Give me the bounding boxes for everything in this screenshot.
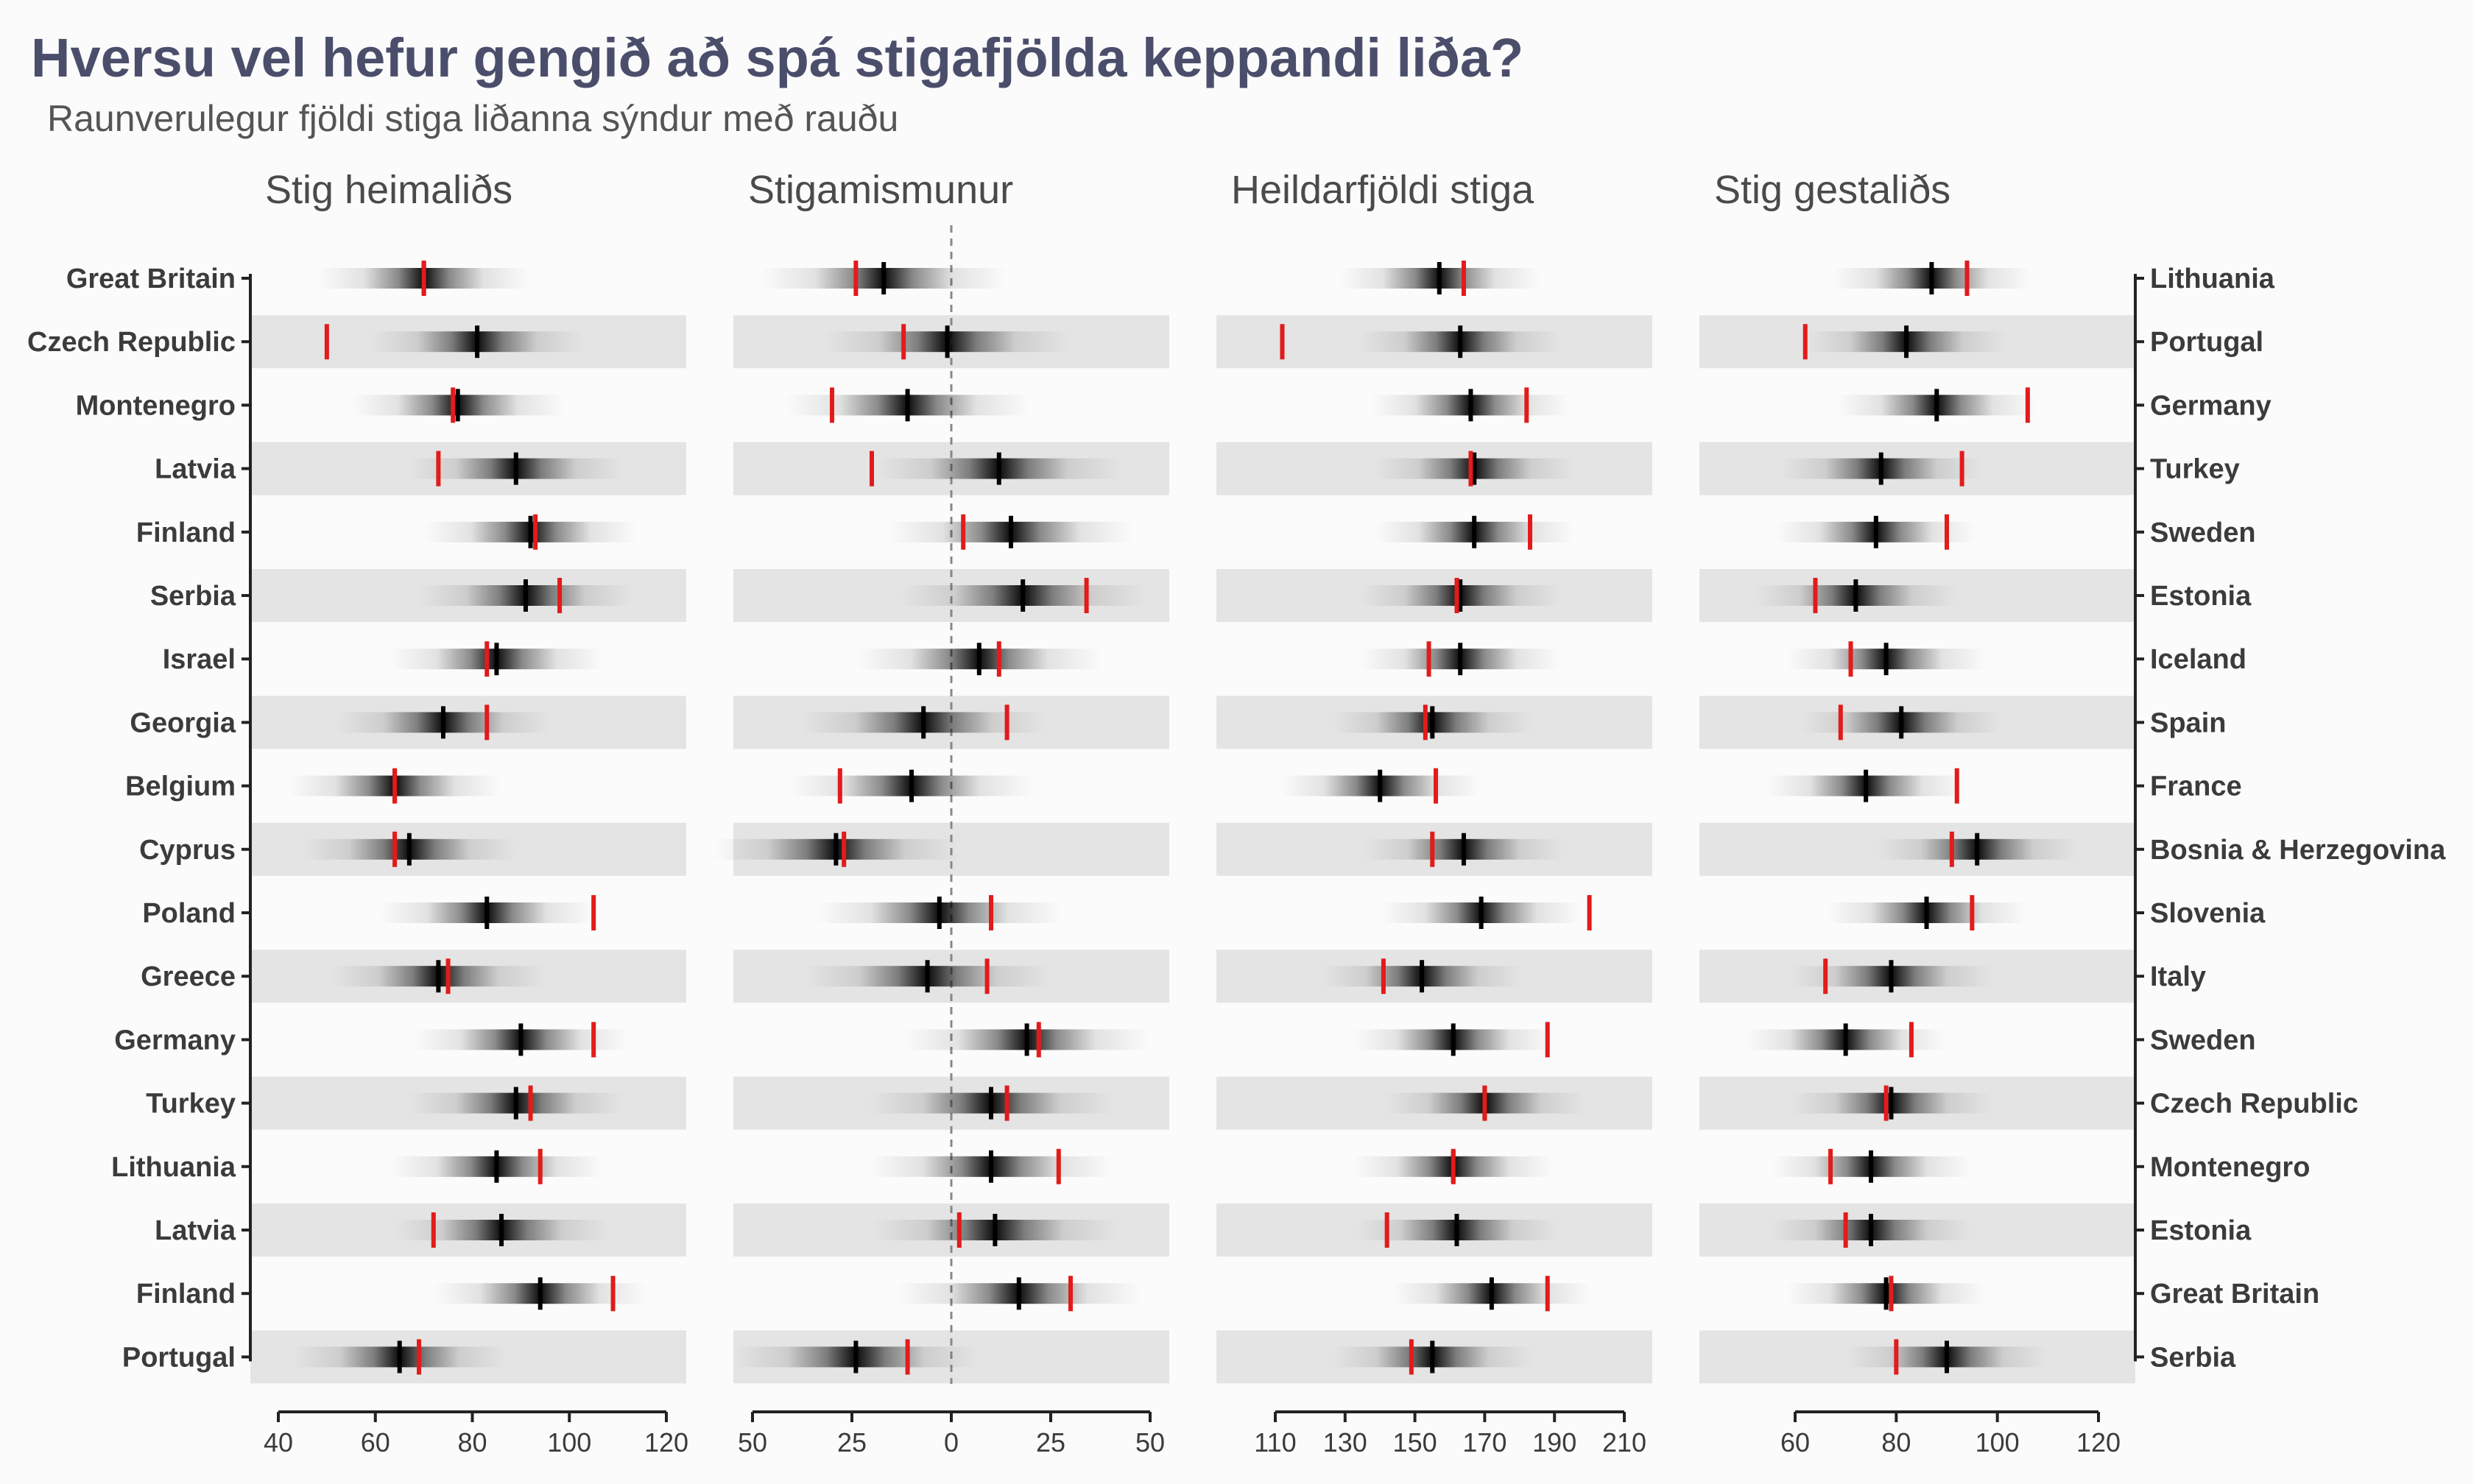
- away-team-label: Portugal: [2150, 327, 2263, 358]
- x-tick-label: 120: [2076, 1427, 2121, 1458]
- away-team-label: Serbia: [2150, 1342, 2236, 1373]
- home-team-label: Turkey: [146, 1089, 236, 1120]
- x-tick-label: 0: [944, 1427, 959, 1458]
- x-tick-label: 25: [837, 1427, 867, 1458]
- away-team-label: Lithuania: [2150, 264, 2275, 294]
- x-tick-label: 150: [1393, 1427, 1437, 1458]
- home-team-label: Poland: [142, 898, 236, 929]
- away-team-label: Iceland: [2150, 644, 2246, 675]
- home-team-label: Germany: [114, 1025, 236, 1056]
- home-team-label: Lithuania: [111, 1152, 236, 1183]
- away-team-label: Estonia: [2150, 1215, 2252, 1246]
- chart-subtitle: Raunverulegur fjöldi stiga liðanna sýndu…: [47, 98, 898, 139]
- x-tick-label: 120: [644, 1427, 688, 1458]
- home-team-label: Portugal: [122, 1342, 236, 1373]
- x-tick-label: 80: [457, 1427, 487, 1458]
- home-team-label: Belgium: [125, 771, 236, 802]
- x-tick-label: 60: [361, 1427, 390, 1458]
- home-team-label: Latvia: [155, 454, 236, 485]
- home-team-label: Cyprus: [139, 835, 236, 866]
- away-team-label: Italy: [2150, 961, 2206, 992]
- x-tick-label: 100: [547, 1427, 591, 1458]
- x-tick-label: 50: [1135, 1427, 1165, 1458]
- away-team-label: France: [2150, 771, 2242, 802]
- x-tick-label: 190: [1532, 1427, 1576, 1458]
- x-tick-label: 210: [1602, 1427, 1646, 1458]
- x-tick-label: 40: [264, 1427, 293, 1458]
- away-team-label: Turkey: [2150, 454, 2240, 485]
- away-team-label: Bosnia & Herzegovina: [2150, 835, 2446, 866]
- x-tick-label: 110: [1254, 1427, 1296, 1458]
- x-tick-label: 170: [1462, 1427, 1506, 1458]
- away-team-label: Sweden: [2150, 1025, 2256, 1056]
- away-team-label: Spain: [2150, 707, 2226, 738]
- panel-title: Stig heimaliðs: [265, 168, 512, 212]
- home-team-label: Latvia: [155, 1215, 236, 1246]
- away-team-label: Montenegro: [2150, 1152, 2310, 1183]
- x-tick-label: 100: [1976, 1427, 2020, 1458]
- panel-title: Heildarfjöldi stiga: [1231, 168, 1534, 212]
- x-tick-label: 80: [1881, 1427, 1911, 1458]
- home-team-label: Czech Republic: [27, 327, 236, 358]
- home-team-label: Greece: [141, 961, 236, 992]
- home-team-label: Georgia: [130, 707, 236, 738]
- x-tick-label: 130: [1323, 1427, 1367, 1458]
- home-team-label: Israel: [163, 644, 236, 675]
- panel-title: Stigamismunur: [748, 168, 1013, 212]
- away-team-label: Sweden: [2150, 517, 2256, 548]
- home-team-label: Serbia: [150, 581, 236, 612]
- plot-area: Great Britain Czech Republic Montenegro Lat…: [27, 168, 2446, 1458]
- away-team-label: Great Britain: [2150, 1279, 2319, 1310]
- chart-title: Hversu vel hefur gengið að spá stigafjöl…: [31, 27, 1523, 88]
- x-tick-label: 25: [1036, 1427, 1065, 1458]
- home-team-label: Finland: [136, 517, 236, 548]
- home-team-label: Great Britain: [66, 264, 236, 294]
- away-team-label: Estonia: [2150, 581, 2252, 612]
- home-team-label: Finland: [136, 1279, 236, 1310]
- x-tick-label: 60: [1780, 1427, 1810, 1458]
- home-team-label: Montenegro: [76, 390, 236, 421]
- away-team-label: Czech Republic: [2150, 1089, 2358, 1120]
- away-team-label: Germany: [2150, 390, 2272, 421]
- away-team-label: Slovenia: [2150, 898, 2266, 929]
- panel-title: Stig gestaliðs: [1714, 168, 1950, 212]
- x-tick-label: 50: [738, 1427, 767, 1458]
